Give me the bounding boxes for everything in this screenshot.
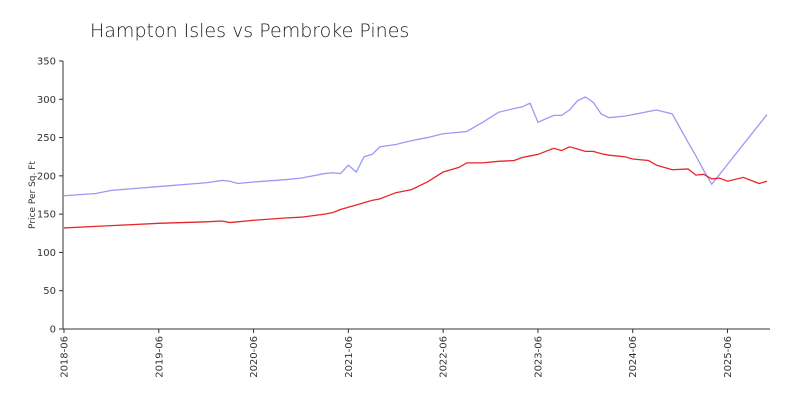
y-tick-label: 200 — [37, 171, 56, 182]
y-tick-label: 0 — [50, 325, 56, 336]
x-tick-label: 2023-06 — [533, 336, 544, 378]
y-tick-label: 150 — [37, 210, 56, 221]
y-axis-label: Price Per Sq. Ft — [28, 161, 38, 229]
y-tick-label: 50 — [43, 286, 56, 297]
x-tick-label: 2025-06 — [723, 336, 734, 378]
y-tick-label: 350 — [37, 57, 56, 68]
x-tick-label: 2020-06 — [249, 336, 260, 378]
line-series — [63, 96, 768, 197]
y-tick-label: 250 — [37, 133, 56, 144]
x-tick-label: 2024-06 — [628, 336, 639, 378]
line-series — [63, 146, 768, 229]
chart-title: Hampton Isles vs Pembroke Pines — [90, 20, 409, 42]
y-tick-label: 300 — [37, 95, 56, 106]
x-tick-label: 2019-06 — [154, 336, 165, 378]
x-tick-label: 2022-06 — [439, 336, 450, 378]
x-tick-label: 2018-06 — [60, 336, 71, 378]
y-tick-label: 100 — [37, 248, 56, 259]
x-tick-label: 2021-06 — [344, 336, 355, 378]
